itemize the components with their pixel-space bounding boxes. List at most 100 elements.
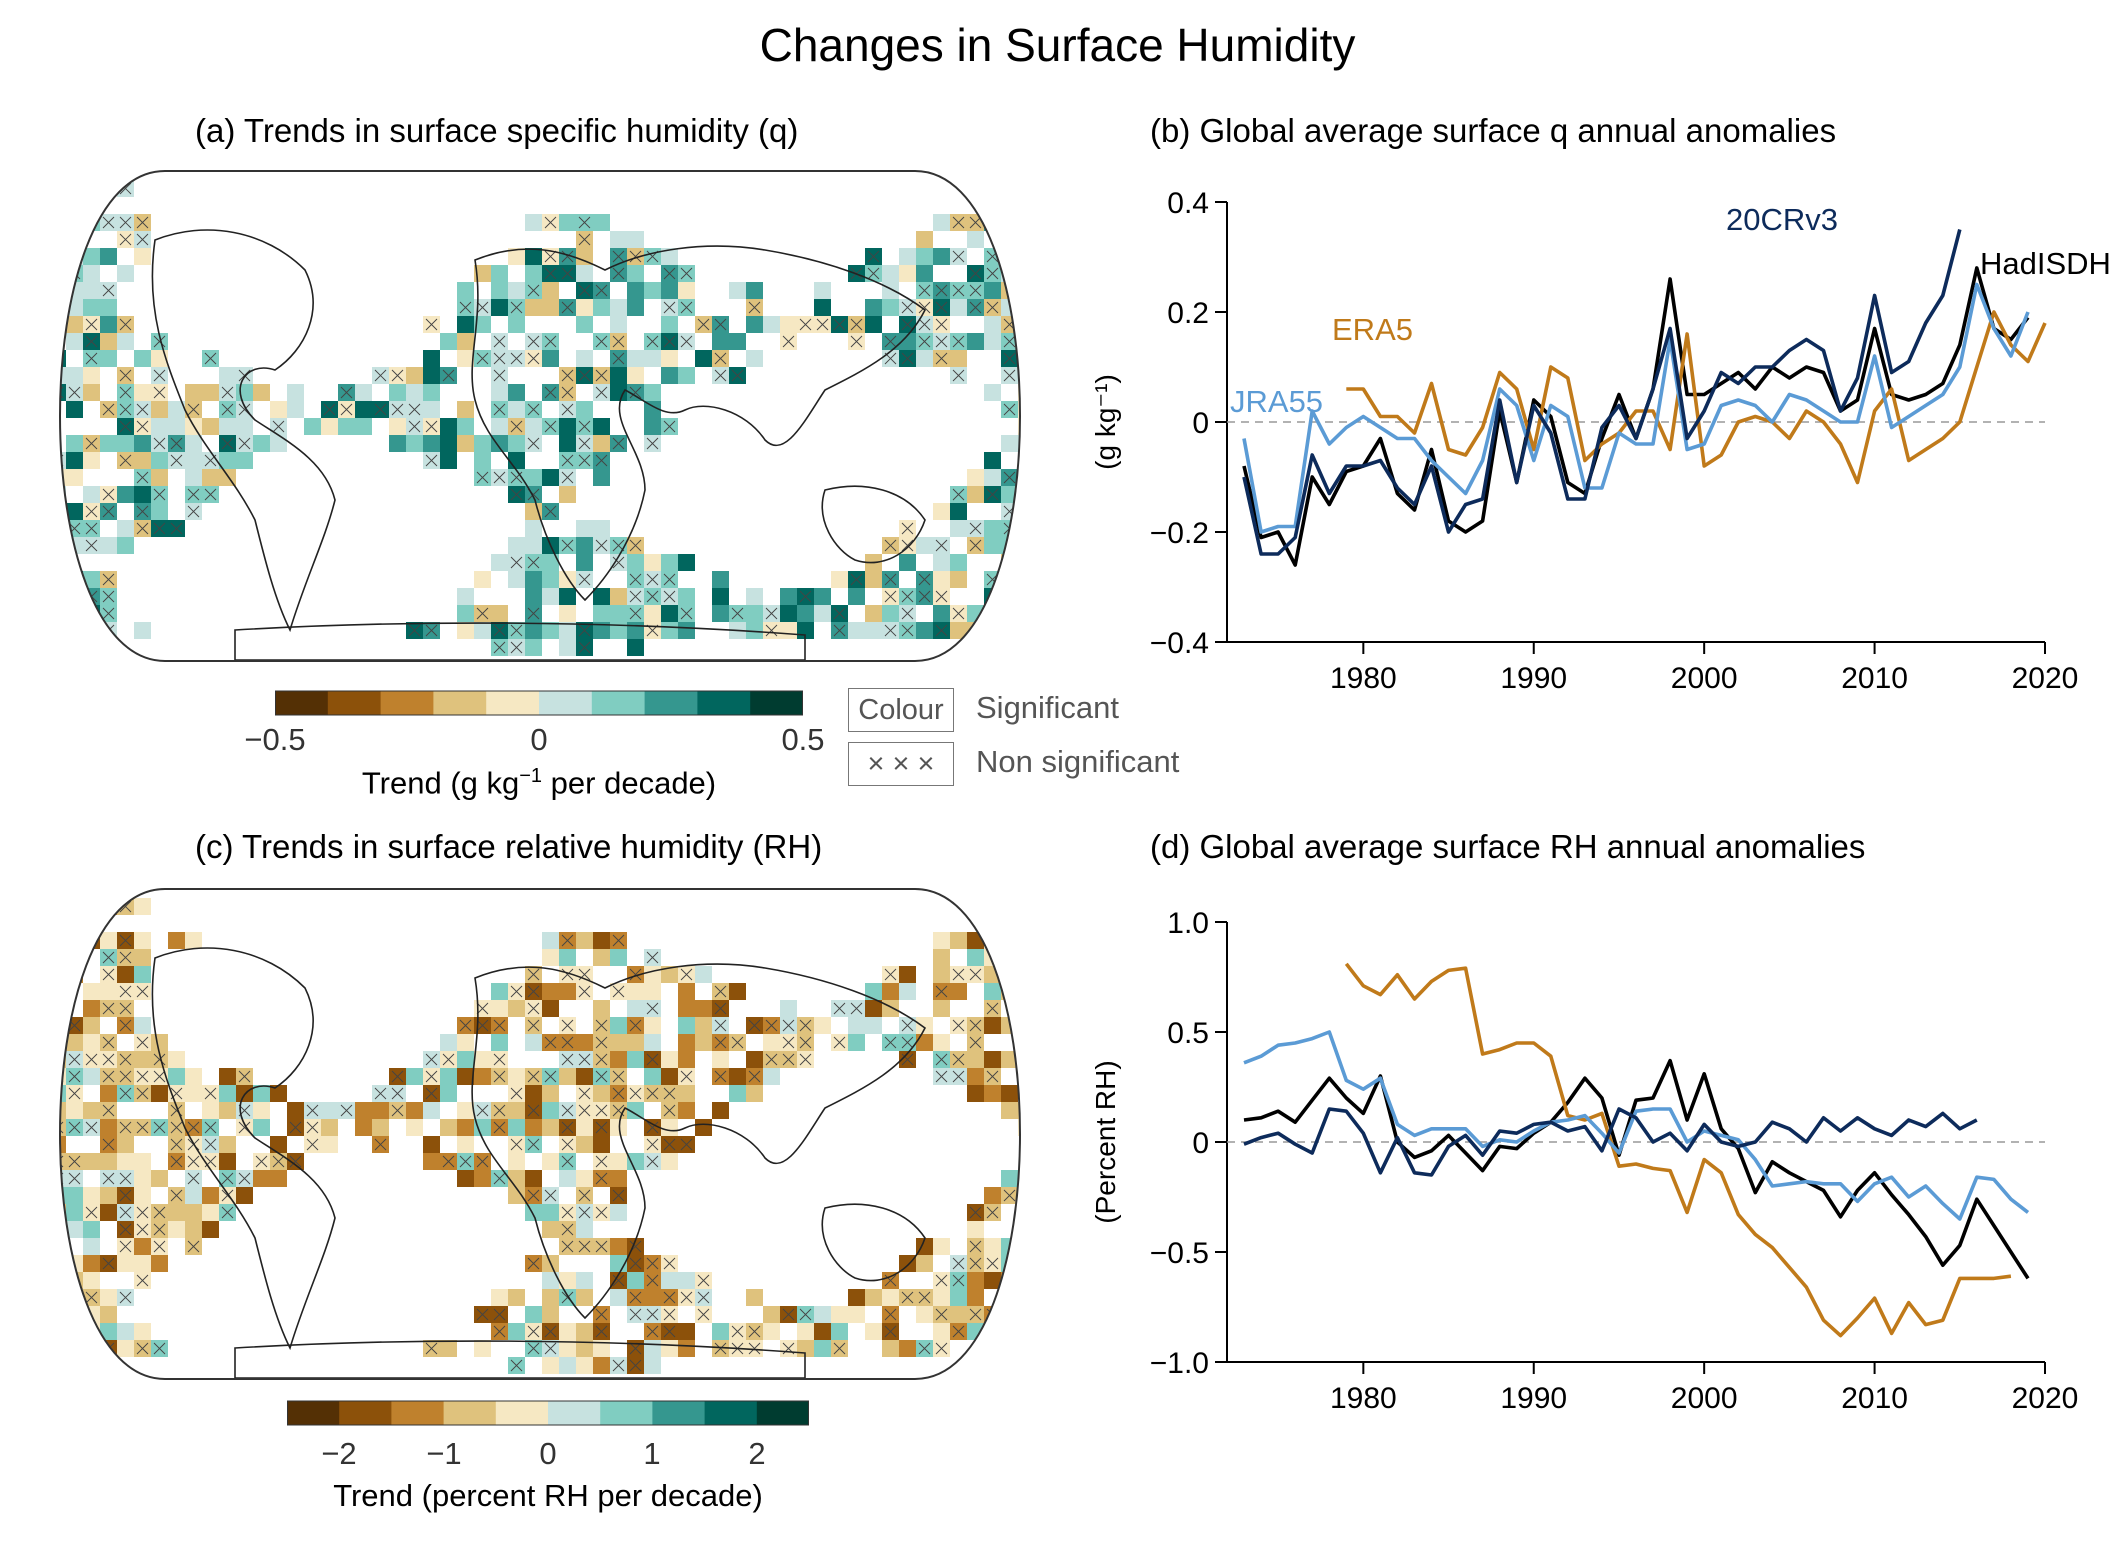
x-tick-label: 2020 [2012,1382,2079,1415]
map-grid-cell [933,949,950,966]
map-grid-cell [100,316,117,333]
map-grid-cell [66,452,83,469]
nonsignificant-cross [578,1104,591,1117]
map-grid-cell [32,1204,49,1221]
nonsignificant-cross [68,1172,81,1185]
map-grid-cell [559,949,576,966]
nonsignificant-cross [1055,1139,1066,1150]
map-grid-cell [984,622,1001,639]
map-grid-cell [168,1204,185,1221]
nonsignificant-cross [578,641,591,654]
map-grid-cell [950,571,967,588]
nonsignificant-cross [527,1019,540,1032]
map-grid-cell [610,1119,627,1136]
nonsignificant-cross [612,1189,625,1202]
nonsignificant-cross [119,934,132,947]
map-grid-cell [916,231,933,248]
nonsignificant-cross [68,1155,81,1168]
map-grid-cell [1018,1340,1020,1357]
map-grid-cell [168,1221,185,1238]
nonsignificant-cross [765,1053,778,1066]
nonsignificant-cross [102,968,115,981]
map-grid-cell [219,1153,236,1170]
map-grid-cell [270,401,287,418]
map-grid-cell [83,1000,100,1017]
nonsignificant-cross [493,1019,506,1032]
map-grid-cell [100,1306,117,1323]
map-grid-cell [66,949,83,966]
nonsignificant-cross [544,505,557,518]
nonsignificant-cross [901,352,914,365]
map-grid-cell [967,231,984,248]
nonsignificant-cross [153,1240,166,1253]
map-grid-cell [610,367,627,384]
map-grid-cell [763,1323,780,1340]
nonsignificant-cross [119,369,132,382]
nonsignificant-cross [136,1342,149,1355]
nonsignificant-cross [35,901,46,912]
map-grid-cell [576,1170,593,1187]
nonsignificant-cross [969,1240,982,1253]
map-grid-cell [576,537,593,554]
nonsignificant-cross [901,522,914,535]
map-grid-cell [950,299,967,316]
map-grid-cell [32,1119,49,1136]
nonsignificant-cross [952,250,965,263]
map-grid-cell [661,1068,678,1085]
nonsignificant-cross [969,1036,982,1049]
map-grid-cell [100,537,117,554]
map-grid-cell [1052,1204,1069,1221]
map-grid-cell [32,452,49,469]
map-grid-cell [83,1017,100,1034]
nonsignificant-cross [476,1019,489,1032]
nonsignificant-cross [153,1206,166,1219]
nonsignificant-cross [646,437,659,450]
nonsignificant-cross [340,386,353,399]
map-grid-cell [236,384,253,401]
nonsignificant-cross [85,505,98,518]
map-grid-cell [542,1289,559,1306]
map-grid-cell [1018,932,1020,949]
nonsignificant-cross [510,301,523,314]
map-grid-cell [66,1306,83,1323]
map-grid-cell [1052,1238,1069,1255]
nonsignificant-cross [18,969,29,980]
colorbar-swatch [287,1401,340,1425]
nonsignificant-cross [221,437,234,450]
map-grid-cell [593,1340,610,1357]
nonsignificant-cross [510,1138,523,1151]
map-grid-cell [83,299,100,316]
map-grid-cell [100,622,117,639]
nonsignificant-cross [408,624,421,637]
map-grid-cell [610,949,627,966]
map-grid-cell [457,1119,474,1136]
map-grid-cell [559,622,576,639]
map-grid-cell [950,350,967,367]
nonsignificant-cross [85,352,98,365]
map-grid-cell [542,1204,559,1221]
map-grid-cell [967,1051,984,1068]
map-grid-cell [831,1306,848,1323]
nonsignificant-cross [578,573,591,586]
map-grid-cell [474,1051,491,1068]
nonsignificant-cross [527,607,540,620]
map-grid-cell [100,1085,117,1102]
nonsignificant-cross [476,1002,489,1015]
nonsignificant-cross [748,1325,761,1338]
map-grid-cell [60,1119,66,1136]
map-grid-cell [933,966,950,983]
nonsignificant-cross [493,1104,506,1117]
colorbar-swatch [697,691,751,715]
nonsignificant-cross [306,1121,319,1134]
nonsignificant-cross [714,985,727,998]
nonsignificant-cross [493,335,506,348]
map-grid-cell [984,1017,1001,1034]
nonsignificant-cross [391,1087,404,1100]
map-grid-cell [202,1102,219,1119]
nonsignificant-cross [425,318,438,331]
map-grid-cell [202,1221,219,1238]
nonsignificant-cross [952,1070,965,1083]
nonsignificant-cross [187,488,200,501]
nonsignificant-cross [1038,1326,1049,1337]
map-grid-cell [1001,282,1018,299]
